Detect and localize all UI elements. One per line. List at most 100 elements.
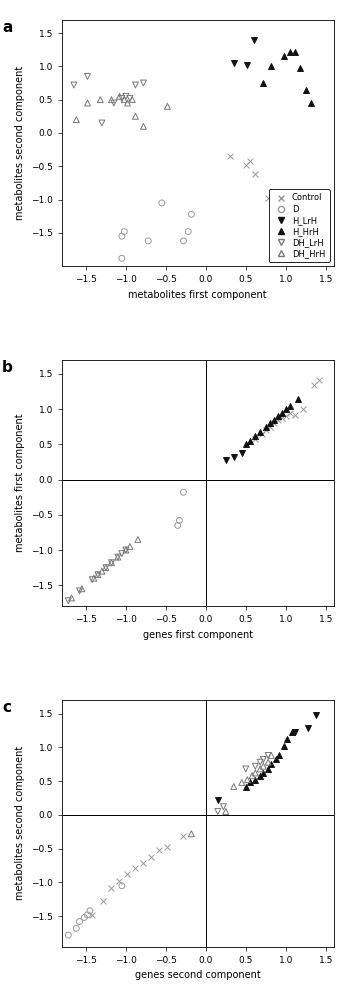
X-axis label: genes second component: genes second component [135, 970, 261, 980]
Point [281, 739, 287, 754]
Point [99, 115, 105, 131]
Point [301, 401, 306, 417]
Point [111, 95, 117, 110]
Point [215, 792, 221, 808]
Point [257, 424, 263, 440]
Point [125, 95, 130, 110]
Point [119, 878, 125, 893]
Point [261, 751, 266, 767]
X-axis label: metabolites first component: metabolites first component [129, 290, 267, 300]
Point [311, 377, 316, 392]
Point [239, 775, 245, 791]
Point [215, 804, 221, 819]
Point [277, 747, 282, 763]
Point [263, 419, 268, 435]
Point [292, 725, 298, 740]
Point [284, 732, 290, 747]
Point [303, 197, 309, 213]
Point [269, 58, 274, 74]
Point [239, 445, 245, 460]
Point [267, 415, 272, 431]
Point [135, 531, 141, 547]
Point [119, 545, 125, 561]
Point [313, 190, 319, 206]
Point [243, 761, 248, 777]
Point [129, 92, 135, 107]
Point [177, 513, 182, 528]
Point [275, 193, 280, 209]
Point [133, 860, 138, 876]
Point [227, 149, 233, 165]
Point [309, 95, 314, 110]
Point [109, 555, 114, 571]
Point [287, 397, 292, 413]
Point [125, 867, 130, 882]
Y-axis label: metabolites first component: metabolites first component [15, 414, 25, 552]
Point [117, 89, 122, 105]
Point [115, 549, 121, 565]
Point [175, 518, 181, 533]
Point [265, 754, 271, 770]
Point [141, 856, 146, 872]
Point [231, 450, 237, 465]
Point [181, 484, 186, 500]
Point [121, 224, 127, 240]
Point [165, 839, 170, 855]
Point [109, 880, 114, 895]
Point [249, 768, 255, 784]
Point [297, 60, 303, 76]
Point [91, 570, 97, 586]
Point [121, 92, 127, 107]
Point [221, 799, 226, 814]
Point [243, 157, 248, 173]
Point [295, 220, 300, 236]
Point [82, 910, 87, 926]
Point [243, 437, 248, 453]
Point [313, 707, 319, 723]
Point [251, 32, 257, 47]
Point [265, 761, 271, 777]
Point [87, 903, 93, 919]
Point [316, 372, 322, 387]
Point [185, 224, 191, 240]
Point [252, 758, 258, 774]
Point [289, 725, 295, 740]
Point [123, 89, 129, 105]
Point [109, 555, 114, 571]
Point [74, 111, 79, 127]
Point [66, 593, 71, 608]
Point [79, 581, 85, 597]
Point [243, 779, 248, 795]
Point [189, 826, 194, 842]
Point [252, 765, 258, 781]
Point [89, 907, 95, 923]
Point [231, 779, 237, 795]
Point [223, 804, 228, 819]
Point [269, 756, 274, 772]
Y-axis label: metabolites second component: metabolites second component [15, 66, 25, 220]
Point [257, 754, 263, 770]
Point [103, 560, 109, 576]
Point [284, 186, 290, 202]
Point [146, 233, 151, 248]
Point [275, 408, 280, 424]
Point [261, 75, 266, 91]
Point [85, 907, 90, 923]
Point [127, 91, 132, 106]
Point [273, 751, 279, 767]
Point [247, 433, 252, 449]
Point [85, 68, 90, 84]
Point [247, 775, 252, 791]
Point [265, 747, 271, 763]
Point [74, 921, 79, 937]
Point [261, 758, 266, 774]
Point [95, 567, 101, 583]
Point [259, 426, 265, 442]
Point [289, 206, 295, 222]
Point [103, 560, 109, 576]
Point [165, 99, 170, 114]
Point [77, 914, 82, 930]
Point [245, 57, 250, 73]
Point [71, 77, 77, 93]
Point [189, 206, 194, 222]
